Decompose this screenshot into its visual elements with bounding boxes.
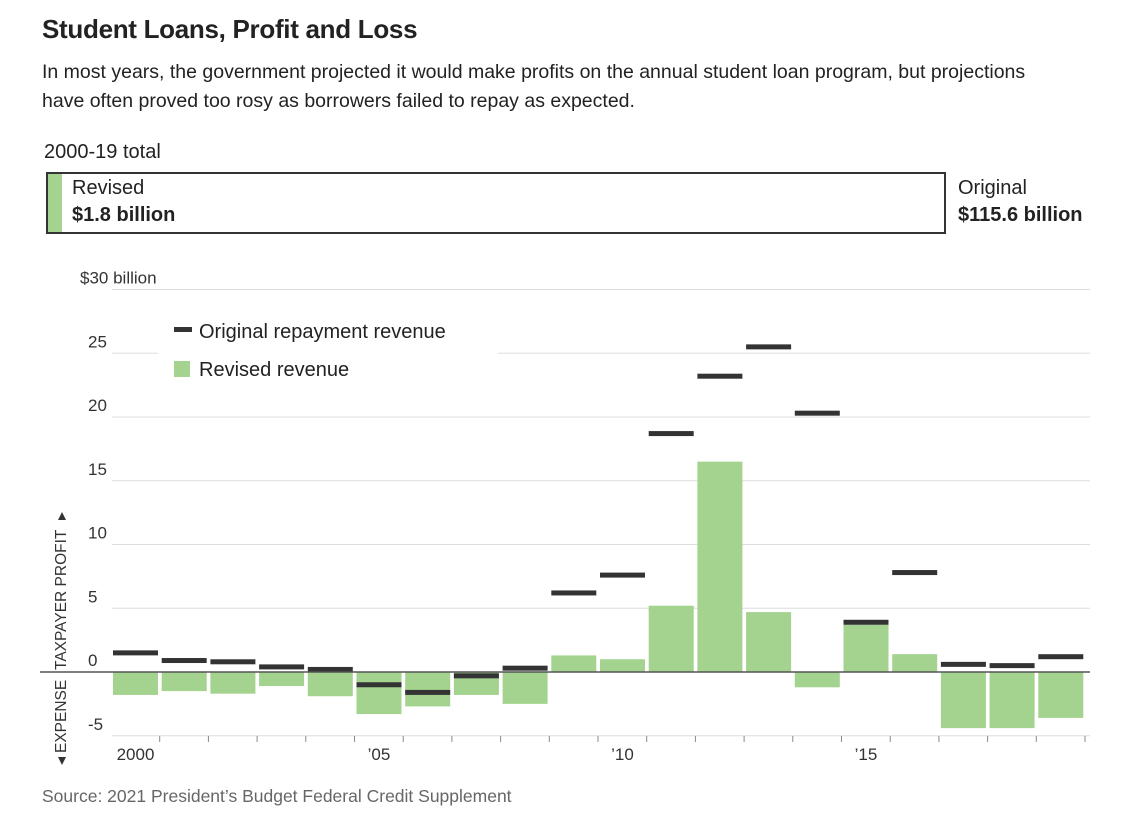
bar bbox=[989, 672, 1035, 729]
bar bbox=[307, 672, 353, 697]
original-marker bbox=[892, 570, 938, 576]
totals-original-value: $115.6 billion bbox=[958, 204, 1083, 226]
bar-layer bbox=[113, 461, 1084, 729]
y-tick-label: 5 bbox=[88, 587, 97, 606]
original-marker bbox=[210, 659, 256, 665]
y-unit-label: $30 billion bbox=[80, 269, 157, 288]
bar bbox=[600, 659, 645, 672]
arrow-down-icon bbox=[58, 757, 66, 765]
side-labels: TAXPAYER PROFIT EXPENSE bbox=[53, 512, 70, 765]
axis-layer: -5 0 5 10 15 20 25 $30 billion 2000 ’05 ’10 ’15 bbox=[40, 269, 1090, 764]
totals-revised-value: $1.8 billion bbox=[72, 204, 176, 226]
totals-period-label: 2000-19 total bbox=[44, 141, 161, 163]
bar bbox=[259, 672, 305, 687]
x-tick-label: ’15 bbox=[855, 745, 878, 764]
x-tick-label: ’05 bbox=[368, 745, 391, 764]
original-marker bbox=[551, 590, 597, 596]
bar bbox=[648, 605, 694, 672]
side-label-expense: EXPENSE bbox=[53, 680, 70, 753]
legend-revised-label: Revised revenue bbox=[199, 359, 349, 381]
y-tick-label: 10 bbox=[88, 524, 107, 543]
y-tick-label: -5 bbox=[88, 715, 103, 734]
bar bbox=[210, 672, 256, 694]
y-tick-label: 25 bbox=[88, 332, 107, 351]
source-note: Source: 2021 President’s Budget Federal … bbox=[42, 786, 512, 806]
original-marker bbox=[502, 665, 548, 671]
y-tick-label: 20 bbox=[88, 396, 107, 415]
legend-original-label: Original repayment revenue bbox=[199, 321, 446, 343]
original-marker bbox=[746, 344, 792, 350]
bar bbox=[502, 672, 548, 704]
bar bbox=[843, 624, 889, 672]
legend-bar-swatch bbox=[174, 361, 190, 377]
original-marker bbox=[648, 431, 694, 437]
x-tick-label: 2000 bbox=[117, 745, 155, 764]
original-marker bbox=[161, 658, 207, 664]
bar bbox=[794, 672, 840, 688]
bar bbox=[940, 672, 986, 729]
original-marker bbox=[453, 673, 499, 679]
arrow-up-icon bbox=[58, 512, 66, 520]
original-marker bbox=[794, 410, 840, 416]
bar bbox=[746, 612, 792, 672]
legend-marker-swatch bbox=[174, 327, 192, 332]
bar bbox=[892, 654, 938, 672]
totals-revised-label: Revised bbox=[72, 177, 145, 199]
totals-bar-frame bbox=[46, 172, 946, 234]
original-marker bbox=[307, 666, 353, 672]
y-tick-label: 0 bbox=[88, 651, 97, 670]
chart-subtitle: In most years, the government projected … bbox=[42, 61, 1026, 112]
y-tick-label: 15 bbox=[88, 460, 107, 479]
original-marker bbox=[1038, 654, 1084, 660]
legend: Original repayment revenue Revised reven… bbox=[158, 313, 498, 393]
original-marker bbox=[113, 650, 158, 656]
original-marker bbox=[405, 689, 451, 695]
bar bbox=[356, 672, 402, 715]
original-marker bbox=[843, 619, 889, 625]
bar bbox=[697, 461, 743, 672]
x-tick-label: ’10 bbox=[611, 745, 634, 764]
chart-title: Student Loans, Profit and Loss bbox=[42, 14, 418, 44]
bar bbox=[113, 672, 158, 695]
marker-layer bbox=[113, 344, 1084, 695]
original-marker bbox=[259, 664, 305, 670]
original-marker bbox=[989, 663, 1035, 669]
original-marker bbox=[356, 682, 402, 688]
original-marker bbox=[697, 373, 743, 379]
totals-original-label: Original bbox=[958, 177, 1027, 199]
totals-revised-fill bbox=[48, 174, 62, 232]
side-label-profit: TAXPAYER PROFIT bbox=[53, 529, 70, 670]
legend-background bbox=[158, 313, 498, 393]
bar bbox=[161, 672, 207, 692]
original-marker bbox=[940, 661, 986, 667]
bar bbox=[1038, 672, 1084, 718]
original-marker bbox=[600, 572, 645, 578]
bar bbox=[405, 672, 451, 707]
bar bbox=[551, 655, 597, 672]
